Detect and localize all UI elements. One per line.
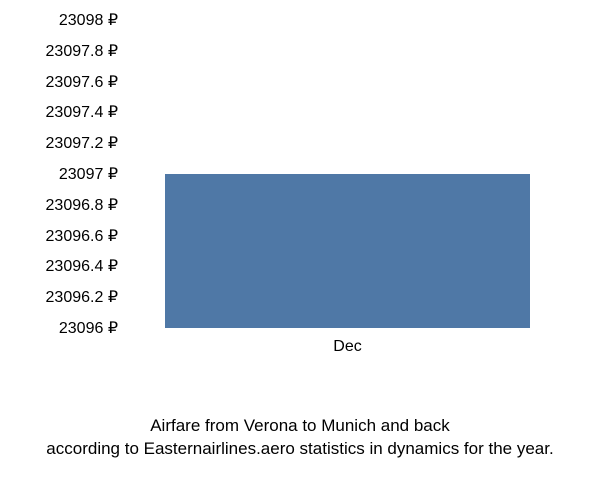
y-tick-label: 23097 ₽ — [59, 164, 118, 184]
y-tick-label: 23096.8 ₽ — [46, 195, 118, 215]
y-tick-label: 23096.2 ₽ — [46, 287, 118, 307]
y-tick-label: 23097.6 ₽ — [46, 72, 118, 92]
y-tick-label: 23096 ₽ — [59, 318, 118, 338]
x-tick-label: Dec — [333, 338, 361, 356]
y-tick-label: 23098 ₽ — [59, 10, 118, 30]
y-tick-label: 23097.8 ₽ — [46, 41, 118, 61]
y-tick-label: 23096.6 ₽ — [46, 226, 118, 246]
airfare-bar-chart: 23096 ₽ 23096.2 ₽ 23096.4 ₽ 23096.6 ₽ 23096.… — [20, 20, 580, 400]
y-tick-label: 23097.2 ₽ — [46, 133, 118, 153]
bar — [165, 174, 530, 328]
y-tick-label: 23097.4 ₽ — [46, 102, 118, 122]
caption-line-1: Airfare from Verona to Munich and back — [0, 415, 600, 438]
y-tick-label: 23096.4 ₽ — [46, 256, 118, 276]
chart-caption: Airfare from Verona to Munich and back a… — [0, 415, 600, 461]
caption-line-2: according to Easternairlines.aero statis… — [0, 438, 600, 461]
